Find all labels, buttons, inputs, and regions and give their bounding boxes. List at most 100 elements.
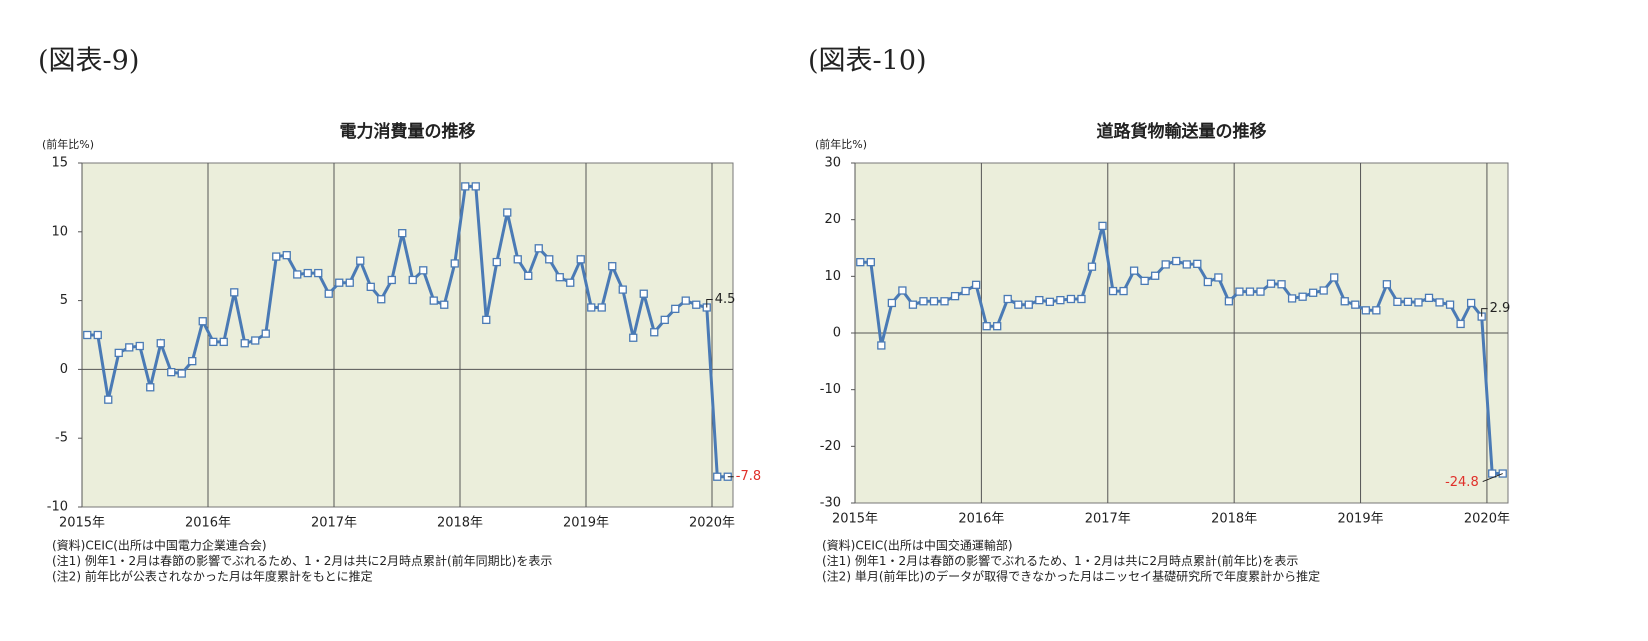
marker: [230, 288, 239, 297]
marker: [1045, 297, 1054, 306]
x-tick-label: 2017年: [311, 516, 357, 531]
plot-area: [81, 162, 734, 508]
x-tick-label: 2020年: [1464, 512, 1510, 527]
note: (注2) 単月(前年比)のデータが取得できなかった月はニッセイ基礎研究所で年度累…: [822, 569, 1320, 584]
data-label: 2.9: [1490, 301, 1511, 316]
y-tick-label: 10: [824, 269, 841, 284]
x-tick-label: 2015年: [832, 512, 878, 527]
data-label: -24.8: [1445, 475, 1479, 490]
y-tick-label: 0: [833, 326, 841, 341]
marker: [503, 208, 512, 217]
marker: [555, 273, 564, 282]
x-tick-label: 2018年: [1211, 512, 1257, 527]
marker: [1319, 286, 1328, 295]
marker: [961, 286, 970, 296]
marker: [177, 369, 186, 378]
marker: [950, 292, 960, 301]
marker: [1024, 300, 1033, 309]
marker: [866, 258, 875, 267]
marker: [618, 285, 627, 294]
figure-label: (図表-9): [38, 46, 139, 77]
marker: [293, 270, 302, 279]
marker: [1087, 262, 1097, 271]
marker: [1182, 260, 1191, 269]
marker: [188, 356, 197, 366]
marker: [1309, 288, 1318, 297]
x-tick-label: 2016年: [185, 516, 231, 531]
marker: [1172, 256, 1181, 266]
y-tick-label: 5: [60, 293, 68, 308]
marker: [1140, 276, 1149, 286]
marker: [1224, 297, 1234, 306]
note: (資料)CEIC(出所は中国電力企業連合会): [52, 538, 267, 553]
marker: [545, 255, 554, 264]
marker: [713, 472, 722, 481]
note: (資料)CEIC(出所は中国交通運輸部): [822, 538, 1013, 553]
marker: [240, 339, 249, 348]
marker: [429, 296, 438, 305]
marker: [887, 298, 897, 308]
marker: [608, 262, 617, 271]
marker: [681, 296, 690, 305]
marker: [114, 348, 123, 358]
marker: [1424, 293, 1434, 303]
marker: [366, 282, 375, 291]
data-label: -7.8: [736, 469, 761, 484]
marker: [261, 329, 270, 338]
note: (注1) 例年1・2月は春節の影響でぶれるため、1・2月は共に2月時点累計(前年…: [822, 553, 1298, 568]
marker: [1277, 280, 1286, 289]
y-tick-label: -20: [820, 439, 841, 454]
marker: [929, 297, 939, 306]
y-tick-label: 0: [60, 362, 68, 377]
marker: [209, 337, 218, 347]
marker: [492, 257, 501, 267]
marker: [167, 368, 176, 377]
marker: [324, 289, 333, 298]
y-tick-label: 10: [51, 224, 68, 239]
x-tick-label: 2019年: [563, 516, 609, 531]
marker: [440, 300, 449, 309]
marker: [377, 295, 386, 304]
y-axis-label: (前年比%): [42, 137, 94, 151]
marker: [1330, 273, 1339, 282]
marker: [1035, 295, 1044, 305]
marker: [1203, 277, 1212, 287]
marker: [629, 333, 638, 342]
marker: [671, 304, 680, 314]
marker: [1403, 297, 1413, 306]
marker: [219, 337, 228, 347]
marker: [1351, 300, 1360, 309]
marker: [156, 339, 165, 348]
y-tick-label: -30: [820, 496, 841, 511]
marker: [251, 336, 260, 345]
marker: [524, 271, 533, 280]
leader: [1482, 473, 1503, 482]
marker: [387, 275, 396, 285]
marker: [856, 258, 865, 267]
marker: [1129, 266, 1139, 275]
marker: [1466, 298, 1476, 308]
marker: [534, 244, 543, 253]
marker: [282, 251, 291, 260]
y-tick-label: -5: [55, 431, 68, 446]
marker: [1393, 297, 1402, 306]
marker: [566, 278, 575, 287]
marker: [1445, 300, 1455, 309]
marker: [692, 300, 701, 309]
marker: [314, 268, 323, 278]
note: (注2) 前年比が公表されなかった月は年度累計をもとに推定: [52, 569, 373, 584]
marker: [83, 330, 92, 340]
y-tick-label: -10: [47, 500, 68, 515]
marker: [471, 182, 480, 191]
data-label: 4.5: [715, 292, 736, 307]
marker: [993, 322, 1002, 331]
y-tick-label: 20: [824, 212, 841, 227]
marker: [125, 343, 134, 352]
marker: [461, 182, 470, 191]
marker: [408, 275, 417, 285]
marker: [1298, 292, 1307, 301]
marker: [1077, 294, 1086, 304]
marker: [1256, 287, 1265, 296]
x-tick-label: 2020年: [689, 516, 735, 531]
y-tick-label: -10: [820, 382, 841, 397]
